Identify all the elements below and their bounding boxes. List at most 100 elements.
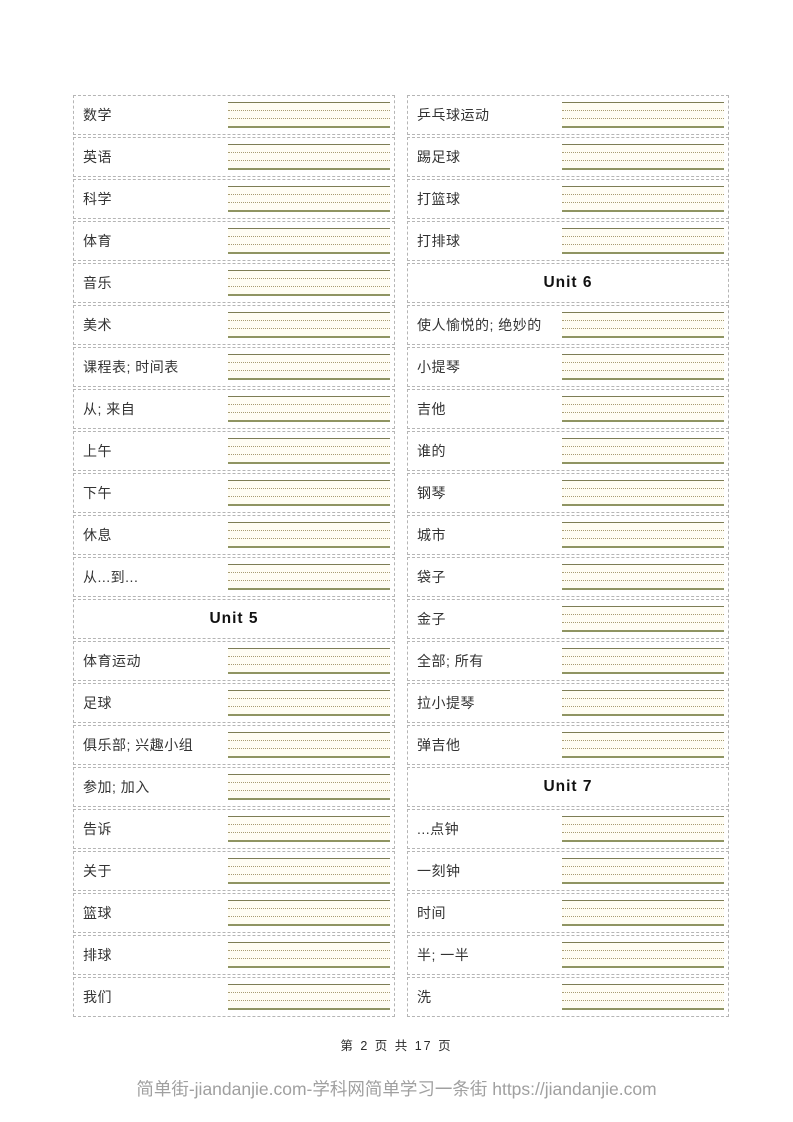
vocab-term-chinese: 拉小提琴 [417,695,475,711]
writing-line-top [562,144,724,145]
vocab-term-chinese: 小提琴 [417,359,461,375]
unit-header-label: Unit 5 [209,610,259,627]
vocab-term-chinese: 俱乐部; 兴趣小组 [83,737,194,753]
writing-line-mid-upper [228,908,390,909]
vocab-term-chinese: 英语 [83,149,112,165]
writing-lines [562,228,724,254]
vocab-row: 体育运动 [73,641,395,681]
writing-line-bottom [228,420,390,422]
writing-line-top [228,102,390,103]
vocab-row: 数学 [73,95,395,135]
writing-line-mid-upper [228,698,390,699]
writing-line-bottom [228,504,390,506]
writing-line-top [228,816,390,817]
writing-line-mid-upper [228,404,390,405]
writing-line-bottom [562,378,724,380]
writing-line-mid-upper [228,362,390,363]
writing-line-bottom [228,798,390,800]
writing-line-top [228,396,390,397]
writing-line-top [228,270,390,271]
writing-lines [228,858,390,884]
writing-line-mid-lower [562,832,724,833]
writing-line-mid-lower [562,118,724,119]
writing-lines [562,690,724,716]
vocab-row: 打篮球 [407,179,729,219]
writing-line-bottom [228,252,390,254]
writing-line-top [562,900,724,901]
writing-lines [562,144,724,170]
vocab-term-chinese: 体育 [83,233,112,249]
writing-line-top [562,438,724,439]
writing-line-bottom [228,462,390,464]
writing-line-top [228,186,390,187]
vocab-row: 下午 [73,473,395,513]
writing-line-top [228,774,390,775]
writing-line-bottom [228,756,390,758]
vocab-row: 篮球 [73,893,395,933]
writing-line-top [228,480,390,481]
vocab-term-chinese: 数学 [83,107,112,123]
writing-line-mid-upper [228,488,390,489]
writing-line-mid-upper [228,992,390,993]
writing-line-mid-lower [562,160,724,161]
writing-line-top [228,438,390,439]
writing-lines [562,438,724,464]
vocab-row: 从...到... [73,557,395,597]
writing-line-mid-upper [228,446,390,447]
writing-line-mid-lower [228,664,390,665]
writing-lines [228,816,390,842]
writing-line-mid-lower [228,328,390,329]
writing-line-mid-lower [228,874,390,875]
writing-line-mid-upper [562,824,724,825]
writing-line-mid-upper [228,782,390,783]
vocab-term-chinese: 课程表; 时间表 [83,359,179,375]
writing-line-mid-lower [228,286,390,287]
writing-line-mid-lower [562,496,724,497]
writing-lines [228,774,390,800]
writing-lines [562,396,724,422]
vocab-term-chinese: 参加; 加入 [83,779,150,795]
vocab-row: 上午 [73,431,395,471]
vocab-row: 关于 [73,851,395,891]
writing-line-top [562,522,724,523]
writing-line-bottom [562,672,724,674]
writing-lines [228,396,390,422]
writing-line-top [228,732,390,733]
vocab-row: 休息 [73,515,395,555]
vocab-term-chinese: 半; 一半 [417,947,470,963]
vocab-row: 课程表; 时间表 [73,347,395,387]
vocab-term-chinese: 足球 [83,695,112,711]
writing-line-bottom [562,840,724,842]
vocab-row: 英语 [73,137,395,177]
vocab-term-chinese: 从...到... [83,569,139,585]
writing-line-mid-lower [228,202,390,203]
vocab-row: 一刻钟 [407,851,729,891]
writing-line-bottom [562,210,724,212]
writing-line-bottom [228,546,390,548]
writing-line-top [562,648,724,649]
writing-line-mid-lower [228,580,390,581]
writing-line-top [228,858,390,859]
vocab-term-chinese: 洗 [417,989,432,1005]
vocab-term-chinese: 使人愉悦的; 绝妙的 [417,317,542,333]
writing-line-mid-lower [228,790,390,791]
writing-lines [562,858,724,884]
vocab-row: 洗 [407,977,729,1017]
writing-lines [228,564,390,590]
writing-line-mid-lower [228,454,390,455]
writing-line-bottom [562,504,724,506]
vocab-row: 科学 [73,179,395,219]
vocab-row: 音乐 [73,263,395,303]
writing-line-top [228,690,390,691]
writing-line-top [562,858,724,859]
writing-line-mid-upper [562,404,724,405]
writing-lines [228,648,390,674]
vocab-row: 足球 [73,683,395,723]
writing-line-top [228,354,390,355]
writing-line-bottom [228,126,390,128]
writing-line-bottom [562,252,724,254]
writing-line-mid-upper [228,194,390,195]
vocab-row: 参加; 加入 [73,767,395,807]
writing-line-bottom [228,378,390,380]
writing-line-top [228,648,390,649]
